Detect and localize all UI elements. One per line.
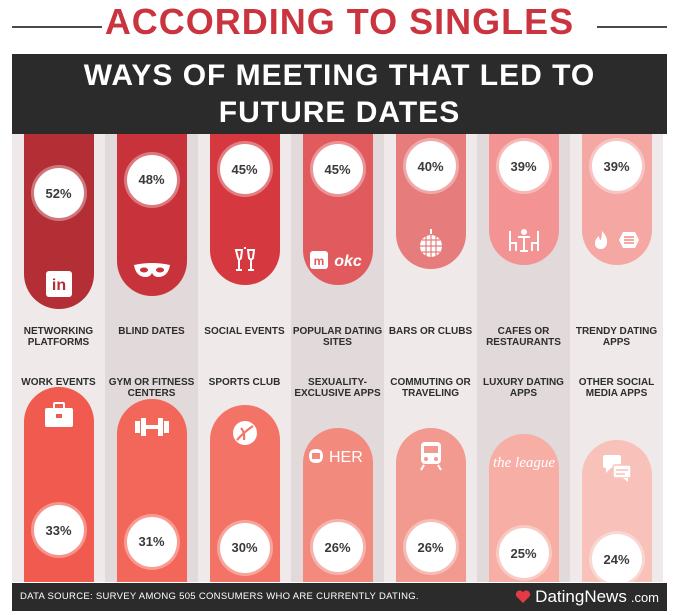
- sports-ball-icon: [200, 417, 290, 449]
- train-icon: [386, 440, 476, 472]
- header-rule-right: [597, 26, 667, 28]
- tinder-bumble-icon: [572, 225, 662, 255]
- subtitle-banner: WAYS OF MEETING THAT LED TO FUTURE DATES: [12, 54, 667, 134]
- value-bubble: 31%: [126, 516, 177, 567]
- value-bubble: 45%: [219, 144, 270, 195]
- category-label: CAFES OR RESTAURANTS: [486, 326, 561, 348]
- value-bubble: 48%: [126, 154, 177, 205]
- category-label: SOCIAL EVENTS: [204, 326, 285, 337]
- category-label: LUXURY DATING APPS: [483, 377, 564, 399]
- header-rule-left: [12, 26, 102, 28]
- svg-text:okc: okc: [334, 253, 362, 270]
- value-bubble: 33%: [33, 505, 84, 555]
- data-source: DATA SOURCE: SURVEY AMONG 505 CONSUMERS …: [20, 591, 419, 602]
- value-bubble: 45%: [312, 144, 363, 195]
- chart-panel: 52% in NETWORKING PLATFORMS 48% BLIND DATES 4…: [12, 134, 667, 585]
- value-bubble: 40%: [405, 141, 456, 191]
- category-label: SPORTS CLUB: [208, 377, 281, 388]
- svg-text:HER: HER: [329, 449, 363, 466]
- brand-name: DatingNews: [535, 587, 627, 606]
- footer: DATA SOURCE: SURVEY AMONG 505 CONSUMERS …: [12, 583, 667, 611]
- meetic-okc-icon: m okc: [293, 245, 383, 275]
- header: ACCORDING TO SINGLES: [0, 0, 679, 50]
- category-label: POPULAR DATING SITES: [292, 326, 383, 348]
- svg-text:the league: the league: [492, 455, 554, 471]
- social-chat-icon: [572, 452, 662, 484]
- value-bubble: 24%: [591, 534, 642, 585]
- category-label: NETWORKING PLATFORMS: [23, 326, 94, 348]
- heart-icon: [516, 590, 531, 603]
- page-title: ACCORDING TO SINGLES: [104, 1, 575, 42]
- value-bubble: 52%: [33, 168, 84, 218]
- category-label: WORK EVENTS: [21, 377, 96, 388]
- category-label: BLIND DATES: [118, 326, 185, 337]
- category-label: TRENDY DATING APPS: [575, 326, 658, 348]
- linkedin-icon: in: [14, 269, 104, 299]
- brand-suffix: .com: [630, 589, 659, 605]
- champagne-icon: [200, 245, 290, 275]
- the-league-icon: the league: [479, 446, 569, 478]
- value-bubble: 26%: [312, 522, 363, 573]
- value-bubble: 30%: [219, 522, 270, 573]
- dumbbell-icon: [107, 411, 197, 443]
- value-bubble: 39%: [498, 141, 549, 191]
- category-label: SEXUALITY-EXCLUSIVE APPS: [294, 377, 381, 399]
- category-label: OTHER SOCIAL MEDIA APPS: [578, 377, 655, 399]
- category-label: BARS OR CLUBS: [388, 326, 473, 337]
- value-bubble: 39%: [591, 141, 642, 191]
- cafe-table-icon: [479, 225, 569, 255]
- her-icon: HER: [293, 440, 383, 472]
- svg-text:m: m: [313, 254, 324, 268]
- category-label: COMMUTING OR TRAVELING: [390, 377, 471, 399]
- category-label: GYM OR FITNESS CENTERS: [108, 377, 195, 399]
- value-bubble: 25%: [498, 528, 549, 579]
- brand-logo: DatingNews .com: [515, 587, 659, 607]
- svg-text:in: in: [51, 277, 65, 294]
- disco-ball-icon: [386, 228, 476, 259]
- briefcase-icon: [14, 399, 104, 431]
- mask-icon: [107, 256, 197, 286]
- value-bubble: 26%: [405, 522, 456, 573]
